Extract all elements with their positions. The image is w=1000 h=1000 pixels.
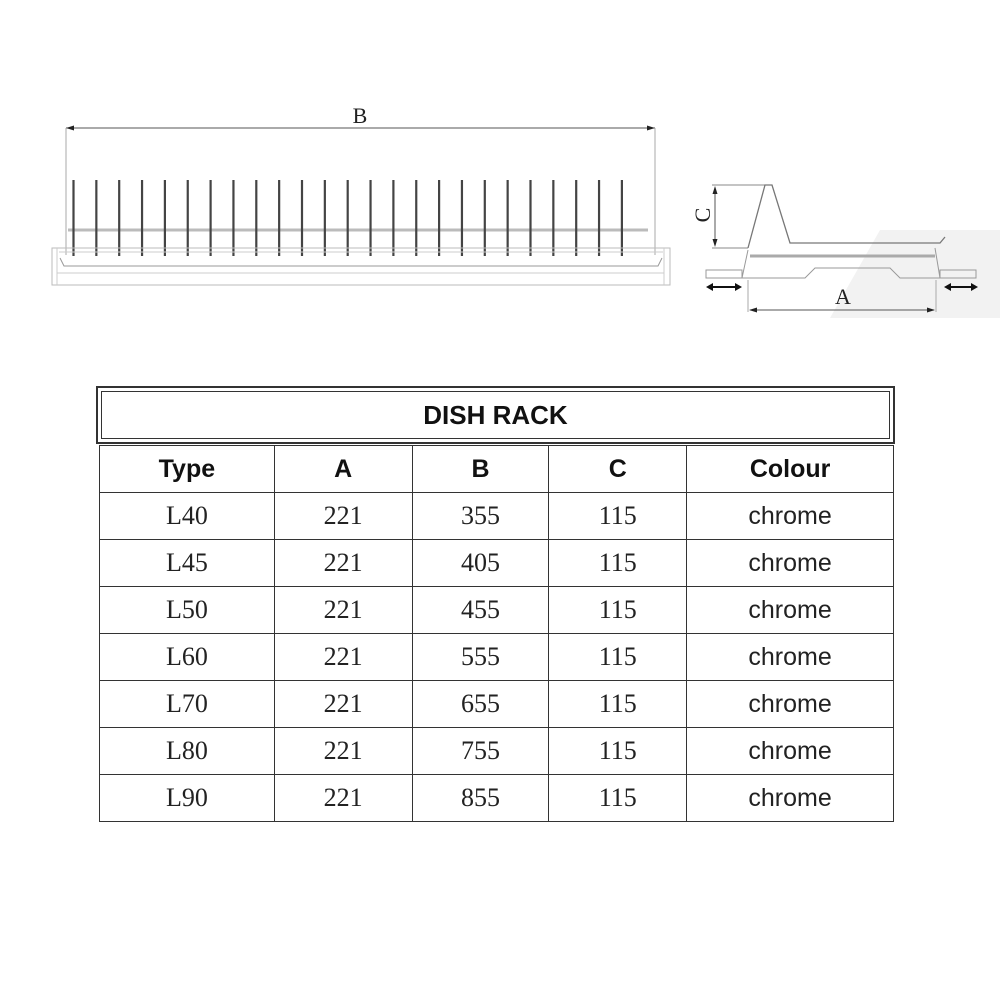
column-header-type: Type (99, 445, 275, 493)
cell-colour: chrome (686, 492, 894, 540)
cell-b: 755 (411, 727, 550, 775)
cell-c: 115 (548, 633, 688, 681)
arrow-right-icon (647, 125, 655, 131)
dimension-label-a: A (835, 284, 851, 309)
cell-type: L70 (99, 680, 275, 728)
table-header-row: Type A B C Colour (99, 445, 894, 493)
cell-type: L60 (99, 633, 275, 681)
cell-colour: chrome (686, 633, 894, 681)
column-header-a: A (273, 445, 413, 493)
cell-c: 115 (548, 492, 688, 540)
technical-drawings: B C A (51, 103, 1000, 318)
side-view-drawing: C A (690, 184, 1000, 318)
arrow-left-icon (706, 283, 713, 291)
table-row: L40 221 355 115 chrome (99, 492, 894, 540)
cell-type: L40 (99, 492, 275, 540)
cell-a: 221 (273, 727, 413, 775)
table-row: L60 221 555 115 chrome (99, 633, 894, 681)
cell-c: 115 (548, 586, 688, 634)
column-header-c: C (548, 445, 688, 493)
arrow-left-icon (944, 283, 951, 291)
table-row: L70 221 655 115 chrome (99, 680, 894, 728)
dimensions-table: Type A B C Colour L40 221 355 115 chrome L45 221 40… (99, 445, 894, 822)
cell-colour: chrome (686, 539, 894, 587)
cell-b: 355 (411, 492, 550, 540)
cell-a: 221 (273, 586, 413, 634)
cell-b: 405 (411, 539, 550, 587)
front-view-drawing: B (51, 103, 671, 286)
cell-colour: chrome (686, 586, 894, 634)
cell-colour: chrome (686, 727, 894, 775)
table-title-box: DISH RACK (96, 386, 895, 444)
arrow-right-icon (971, 283, 978, 291)
cell-c: 115 (548, 727, 688, 775)
table-title: DISH RACK (101, 391, 890, 439)
cell-colour: chrome (686, 680, 894, 728)
cell-c: 115 (548, 680, 688, 728)
cell-a: 221 (273, 774, 413, 822)
table-row: L50 221 455 115 chrome (99, 586, 894, 634)
cell-a: 221 (273, 633, 413, 681)
cell-type: L45 (99, 539, 275, 587)
cell-b: 455 (411, 586, 550, 634)
cell-type: L50 (99, 586, 275, 634)
table-row: L80 221 755 115 chrome (99, 727, 894, 775)
cell-b: 655 (411, 680, 550, 728)
table-row: L90 221 855 115 chrome (99, 774, 894, 822)
arrow-left-icon (66, 125, 74, 131)
column-header-b: B (411, 445, 550, 493)
cell-type: L80 (99, 727, 275, 775)
cell-b: 555 (411, 633, 550, 681)
table-row: L45 221 405 115 chrome (99, 539, 894, 587)
cell-a: 221 (273, 492, 413, 540)
cell-c: 115 (548, 539, 688, 587)
dimension-label-b: B (353, 103, 368, 128)
rack-tines (68, 180, 648, 256)
cell-a: 221 (273, 539, 413, 587)
cell-colour: chrome (686, 774, 894, 822)
column-header-colour: Colour (686, 445, 894, 493)
cell-a: 221 (273, 680, 413, 728)
dimension-label-c: C (690, 208, 715, 223)
cell-b: 855 (411, 774, 550, 822)
cell-c: 115 (548, 774, 688, 822)
arrow-right-icon (735, 283, 742, 291)
cell-type: L90 (99, 774, 275, 822)
